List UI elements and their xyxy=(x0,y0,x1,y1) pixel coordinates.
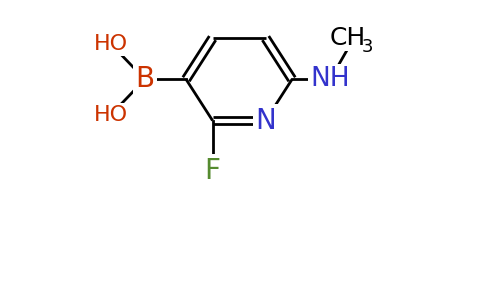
Text: 3: 3 xyxy=(362,38,373,56)
Text: F: F xyxy=(205,157,221,184)
Text: CH: CH xyxy=(330,26,366,50)
Text: NH: NH xyxy=(311,66,350,92)
Text: N: N xyxy=(255,106,276,135)
Text: HO: HO xyxy=(94,34,128,54)
Text: B: B xyxy=(135,65,154,93)
Text: HO: HO xyxy=(94,105,128,125)
